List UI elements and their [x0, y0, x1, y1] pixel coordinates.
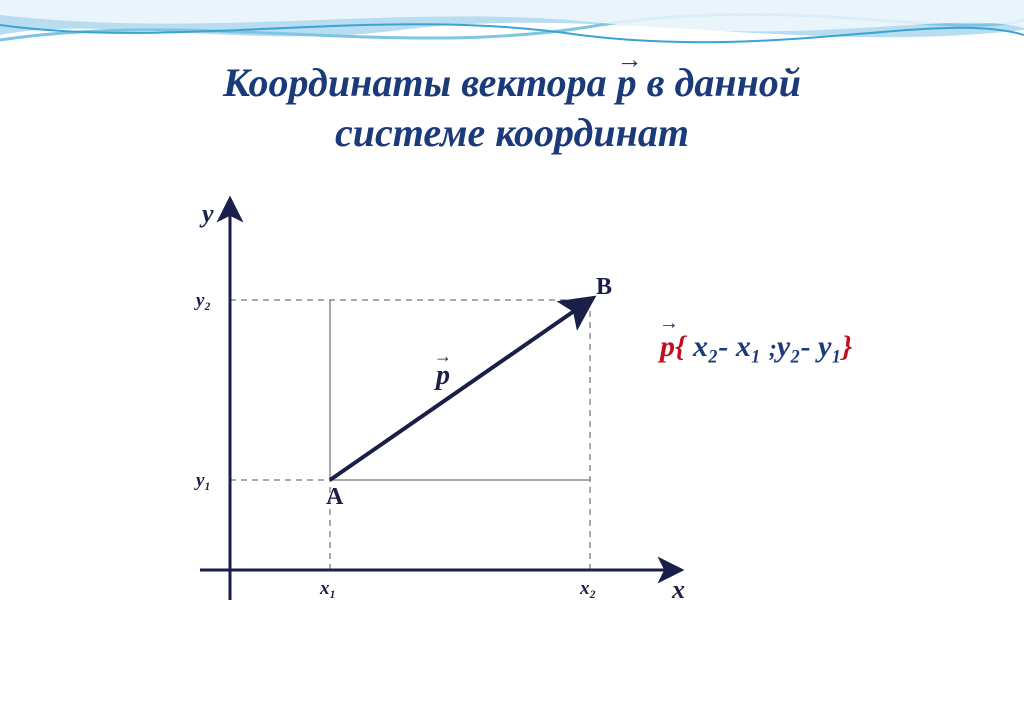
- svg-text:y: y: [199, 199, 214, 228]
- svg-text:→: →: [434, 346, 450, 366]
- slide: Координаты вектора →p в данной системе к…: [0, 0, 1024, 708]
- slide-title: Координаты вектора →p в данной системе к…: [0, 58, 1024, 158]
- svg-text:y₁: y₁: [194, 470, 211, 491]
- svg-text:x₂: x₂: [579, 578, 596, 599]
- svg-text:A: A: [326, 484, 344, 510]
- title-line1-after: в данной: [637, 60, 801, 105]
- vector-formula: →p{ x₂- x₁ ;y₂- y₁}: [660, 330, 852, 364]
- chart-svg: xyx₁x₂y₁y₂ABp→: [170, 190, 690, 620]
- title-line1-before: Координаты вектора: [223, 60, 617, 105]
- title-vector-p: →p: [617, 60, 637, 105]
- vector-chart: xyx₁x₂y₁y₂ABp→: [170, 190, 690, 620]
- svg-text:B: B: [596, 274, 612, 300]
- svg-text:x: x: [671, 575, 685, 604]
- svg-text:y₂: y₂: [194, 290, 211, 311]
- title-line2: системе координат: [335, 110, 689, 155]
- svg-text:x₁: x₁: [319, 578, 336, 599]
